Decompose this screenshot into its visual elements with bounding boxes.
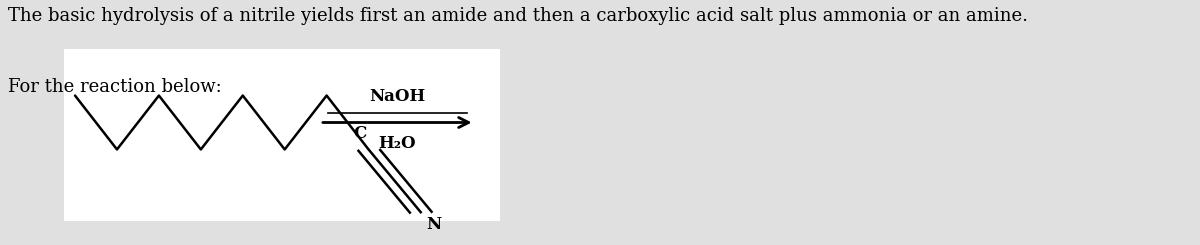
- FancyBboxPatch shape: [64, 49, 500, 220]
- Text: H₂O: H₂O: [378, 135, 416, 152]
- Text: N: N: [426, 216, 442, 233]
- Text: For the reaction below:: For the reaction below:: [7, 78, 222, 96]
- Text: C: C: [353, 125, 366, 142]
- Text: NaOH: NaOH: [370, 88, 425, 105]
- Text: The basic hydrolysis of a nitrile yields first an amide and then a carboxylic ac: The basic hydrolysis of a nitrile yields…: [7, 7, 1027, 25]
